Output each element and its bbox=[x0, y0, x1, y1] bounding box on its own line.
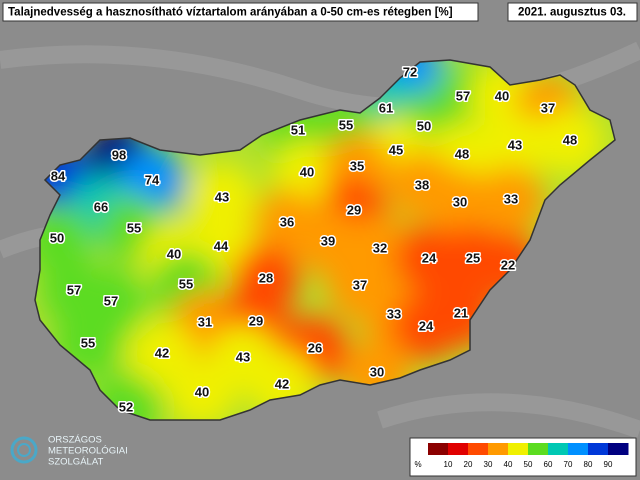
station-value: 35 bbox=[350, 158, 364, 173]
legend-swatch bbox=[568, 443, 589, 455]
station-value: 45 bbox=[389, 142, 403, 157]
station-value: 84 bbox=[51, 168, 66, 183]
station-value: 38 bbox=[415, 177, 429, 192]
moisture-blob bbox=[426, 169, 494, 237]
title: Talajnedvesség a hasznosítható víztartal… bbox=[8, 7, 453, 19]
legend-tick-label: 70 bbox=[564, 460, 573, 469]
station-value: 40 bbox=[300, 164, 314, 179]
station-value: 37 bbox=[353, 277, 367, 292]
moisture-blob bbox=[477, 166, 545, 234]
legend-swatch bbox=[468, 443, 489, 455]
station-value: 40 bbox=[195, 384, 209, 399]
station-labels: 72 57 40 37 61 55 51 50 43 48 45 48 98 40 35 84 74 38 43 30… bbox=[48, 63, 578, 416]
legend-swatch bbox=[528, 443, 549, 455]
moisture-blob bbox=[168, 359, 236, 420]
station-value: 44 bbox=[214, 238, 229, 253]
station-value: 48 bbox=[455, 146, 469, 161]
station-value: 24 bbox=[422, 250, 437, 265]
station-value: 74 bbox=[145, 172, 160, 187]
moisture-blob bbox=[392, 293, 460, 361]
station-value: 52 bbox=[119, 399, 133, 414]
legend-swatch bbox=[488, 443, 509, 455]
legend-tick-label: 10 bbox=[444, 460, 453, 469]
legend-tick-label: 40 bbox=[504, 460, 513, 469]
legend-swatch bbox=[508, 443, 529, 455]
station-value: 30 bbox=[370, 364, 384, 379]
station-value: 22 bbox=[501, 257, 515, 272]
logo: ORSZÁGOS METEOROLÓGIAI SZOLGÁLAT bbox=[10, 435, 128, 468]
legend-tick-label: 80 bbox=[584, 460, 593, 469]
logo-text: SZOLGÁLAT bbox=[48, 457, 103, 468]
station-value: 28 bbox=[259, 270, 273, 285]
legend-swatch bbox=[548, 443, 569, 455]
station-value: 57 bbox=[67, 282, 81, 297]
station-value: 61 bbox=[379, 100, 393, 115]
station-value: 48 bbox=[563, 132, 577, 147]
station-value: 29 bbox=[249, 313, 263, 328]
station-value: 42 bbox=[275, 376, 289, 391]
station-value: 55 bbox=[127, 220, 141, 235]
legend-tick-label: 50 bbox=[524, 460, 533, 469]
date-box bbox=[507, 2, 638, 22]
station-value: 36 bbox=[280, 214, 294, 229]
station-value: 98 bbox=[112, 147, 126, 162]
date: 2021. augusztus 03. bbox=[518, 7, 626, 19]
moisture-blob bbox=[536, 107, 604, 175]
station-value: 33 bbox=[504, 191, 518, 206]
station-value: 43 bbox=[236, 349, 250, 364]
station-value: 29 bbox=[347, 202, 361, 217]
legend-swatch bbox=[428, 443, 449, 455]
legend-tick-label: 90 bbox=[604, 460, 613, 469]
legend: % 10 20 30 40 50 60 70 80 90 bbox=[414, 443, 629, 469]
station-value: 55 bbox=[179, 276, 193, 291]
station-value: 50 bbox=[417, 118, 431, 133]
moisture-blob bbox=[481, 112, 549, 180]
station-value: 51 bbox=[291, 122, 305, 137]
moisture-blob bbox=[92, 374, 160, 420]
station-value: 21 bbox=[454, 305, 468, 320]
legend-tick-label: 60 bbox=[544, 460, 553, 469]
station-value: 33 bbox=[387, 306, 401, 321]
station-value: 25 bbox=[466, 250, 480, 265]
logo-text: METEOROLÓGIAI bbox=[48, 446, 128, 457]
station-value: 39 bbox=[321, 233, 335, 248]
station-value: 72 bbox=[403, 64, 417, 79]
station-value: 57 bbox=[104, 293, 118, 308]
station-value: 57 bbox=[456, 88, 470, 103]
station-value: 32 bbox=[373, 240, 387, 255]
station-value: 24 bbox=[419, 318, 434, 333]
station-value: 30 bbox=[453, 194, 467, 209]
station-value: 66 bbox=[94, 199, 108, 214]
station-value: 37 bbox=[541, 100, 555, 115]
station-value: 55 bbox=[339, 117, 353, 132]
legend-unit: % bbox=[414, 460, 421, 469]
legend-swatch bbox=[608, 443, 629, 455]
legend-swatch bbox=[588, 443, 609, 455]
station-value: 42 bbox=[155, 345, 169, 360]
station-value: 26 bbox=[308, 340, 322, 355]
title-box bbox=[2, 2, 479, 22]
legend-tick-label: 20 bbox=[464, 460, 473, 469]
station-value: 31 bbox=[198, 314, 212, 329]
legend-tick-label: 30 bbox=[484, 460, 493, 469]
logo-icon bbox=[10, 436, 38, 464]
station-value: 50 bbox=[50, 230, 64, 245]
station-value: 40 bbox=[495, 88, 509, 103]
logo-icon bbox=[17, 443, 31, 457]
legend-swatch bbox=[448, 443, 469, 455]
station-value: 55 bbox=[81, 335, 95, 350]
moisture-blob bbox=[188, 164, 256, 232]
station-value: 43 bbox=[508, 137, 522, 152]
station-value: 40 bbox=[167, 246, 181, 261]
logo-text: ORSZÁGOS bbox=[48, 435, 102, 446]
station-value: 43 bbox=[215, 189, 229, 204]
